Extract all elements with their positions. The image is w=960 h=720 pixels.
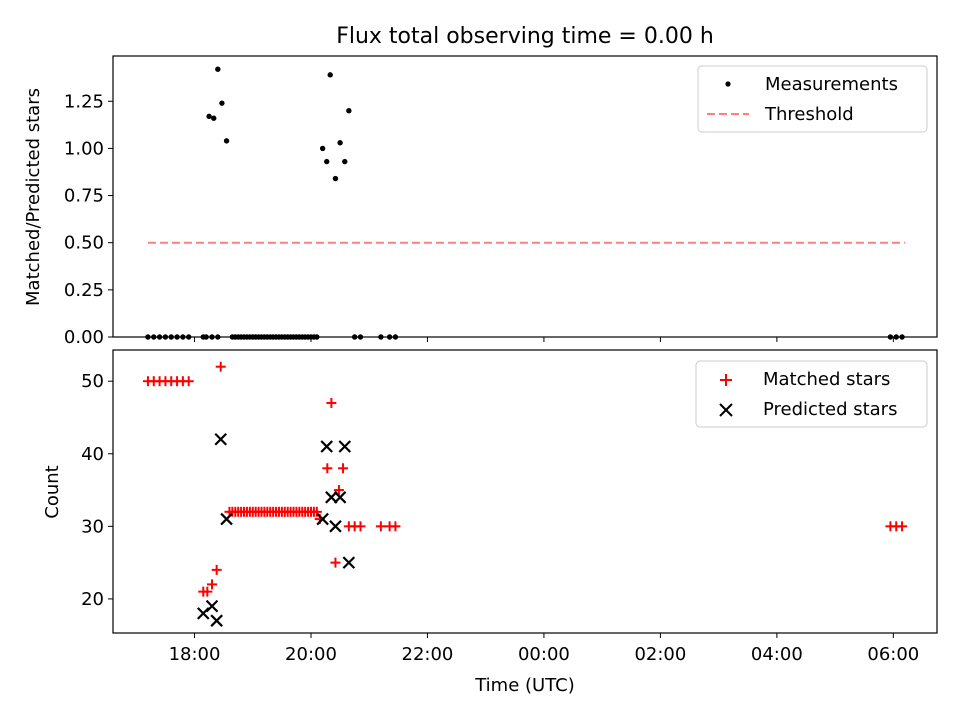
measurement-point bbox=[887, 334, 894, 340]
star-count-x-ticks: 18:00 20:00 22:00 00:00 02:00 04:00 06:00 bbox=[169, 633, 919, 665]
predicted-star-point bbox=[214, 432, 228, 446]
measurement-point bbox=[206, 113, 212, 120]
measurement-point bbox=[332, 175, 339, 182]
predicted-star-point bbox=[210, 614, 223, 627]
legend-predicted-marker bbox=[719, 403, 733, 417]
flux-ratio-plot-frame bbox=[112, 55, 938, 338]
matched-star-point bbox=[211, 564, 222, 575]
matched-star-point bbox=[330, 557, 341, 568]
x-tick-label: 18:00 bbox=[169, 644, 221, 665]
x-tick-label: 22:00 bbox=[402, 644, 454, 665]
star-count-y-axis-label: Count bbox=[42, 465, 63, 518]
flux-ratio-legend: Measurements Threshold bbox=[697, 65, 928, 133]
matched-star-point bbox=[390, 521, 401, 532]
measurement-point bbox=[893, 334, 899, 340]
measurement-point bbox=[386, 334, 393, 340]
y-tick-label: 20 bbox=[81, 589, 104, 610]
measurement-point bbox=[186, 334, 192, 340]
measurement-point bbox=[319, 145, 326, 152]
x-tick-label: 04:00 bbox=[751, 644, 803, 665]
star-count-marks bbox=[142, 361, 908, 627]
measurement-point bbox=[337, 140, 343, 146]
matched-star-point bbox=[215, 361, 226, 372]
predicted-star-point bbox=[320, 440, 333, 453]
measurement-point bbox=[215, 334, 221, 340]
measurement-point bbox=[392, 334, 399, 340]
predicted-star-point bbox=[316, 512, 329, 526]
y-tick-label: 1.00 bbox=[64, 138, 104, 159]
legend-measurements-label: Measurements bbox=[765, 74, 898, 95]
measurement-point bbox=[324, 158, 330, 165]
measurement-point bbox=[203, 334, 209, 340]
y-tick-label: 50 bbox=[81, 371, 104, 392]
matched-star-point bbox=[338, 463, 349, 474]
star-count-panel: Count 20 30 40 50 18:00 20:00 22:00 00:00 02:00… bbox=[42, 349, 938, 696]
measurement-point bbox=[351, 334, 358, 340]
y-tick-label: 40 bbox=[81, 444, 104, 465]
flux-ratio-panel: Matched/Predicted stars 0.00 0.25 0.50 0.75… bbox=[23, 55, 938, 348]
y-tick-label: 1.25 bbox=[64, 91, 104, 112]
matched-star-point bbox=[202, 586, 213, 597]
measurement-point bbox=[209, 334, 215, 340]
legend-matched-marker bbox=[720, 374, 732, 386]
y-tick-label: 30 bbox=[81, 516, 104, 537]
measurement-point bbox=[223, 138, 230, 144]
measurement-point bbox=[168, 334, 174, 340]
star-count-legend-box bbox=[695, 360, 928, 428]
x-tick-label: 00:00 bbox=[518, 644, 570, 665]
measurement-point bbox=[378, 334, 384, 340]
measurement-point bbox=[327, 72, 333, 78]
predicted-star-point bbox=[342, 556, 356, 569]
star-count-y-ticks: 20 30 40 50 bbox=[81, 371, 113, 610]
flux-ratio-y-ticks: 0.00 0.25 0.50 0.75 1.00 1.25 bbox=[64, 91, 113, 348]
measurement-point bbox=[211, 115, 217, 121]
measurement-point bbox=[156, 334, 163, 340]
measurement-point bbox=[215, 66, 221, 72]
x-axis-label: Time (UTC) bbox=[474, 675, 575, 696]
star-count-legend: Matched stars Predicted stars bbox=[695, 360, 928, 428]
measurement-point bbox=[314, 334, 320, 340]
measurement-point bbox=[219, 100, 225, 106]
predicted-star-point bbox=[329, 520, 342, 533]
matched-star-point bbox=[326, 397, 337, 408]
x-tick-label: 20:00 bbox=[285, 644, 337, 665]
legend-threshold-label: Threshold bbox=[764, 104, 854, 125]
star-count-plot-frame bbox=[112, 349, 938, 634]
flux-ratio-legend-box bbox=[697, 65, 928, 133]
matched-star-point bbox=[375, 521, 386, 532]
y-tick-label: 0.00 bbox=[64, 327, 104, 348]
matched-star-point bbox=[206, 579, 217, 590]
predicted-star-point bbox=[205, 599, 219, 613]
matched-star-point bbox=[897, 521, 908, 532]
legend-matched-label: Matched stars bbox=[763, 369, 890, 390]
x-tick-label: 02:00 bbox=[634, 644, 686, 665]
predicted-star-point bbox=[220, 512, 233, 526]
y-tick-label: 0.75 bbox=[64, 186, 104, 207]
matched-star-point bbox=[311, 506, 322, 517]
measurement-point bbox=[145, 334, 151, 340]
x-tick-label: 06:00 bbox=[867, 644, 919, 665]
predicted-star-point bbox=[338, 440, 352, 453]
y-tick-label: 0.25 bbox=[64, 280, 104, 301]
legend-measurements-marker bbox=[725, 81, 731, 87]
measurement-point bbox=[162, 334, 169, 340]
measurement-point bbox=[174, 334, 180, 340]
measurement-point bbox=[342, 158, 348, 165]
matched-star-point bbox=[183, 376, 194, 387]
measurement-point bbox=[151, 334, 157, 340]
chart-title: Flux total observing time = 0.00 h bbox=[336, 24, 714, 49]
matched-star-point bbox=[355, 521, 366, 532]
matched-star-point bbox=[333, 485, 344, 496]
y-tick-label: 0.50 bbox=[64, 233, 104, 254]
measurement-point bbox=[899, 334, 905, 340]
matched-star-point bbox=[322, 463, 333, 474]
predicted-star-point bbox=[333, 491, 347, 504]
measurement-point bbox=[180, 334, 186, 340]
measurement-point bbox=[346, 107, 352, 114]
flux-ratio-marks bbox=[145, 66, 905, 340]
legend-predicted-label: Predicted stars bbox=[763, 399, 897, 420]
measurement-point bbox=[357, 334, 364, 340]
flux-ratio-y-axis-label: Matched/Predicted stars bbox=[23, 88, 44, 306]
